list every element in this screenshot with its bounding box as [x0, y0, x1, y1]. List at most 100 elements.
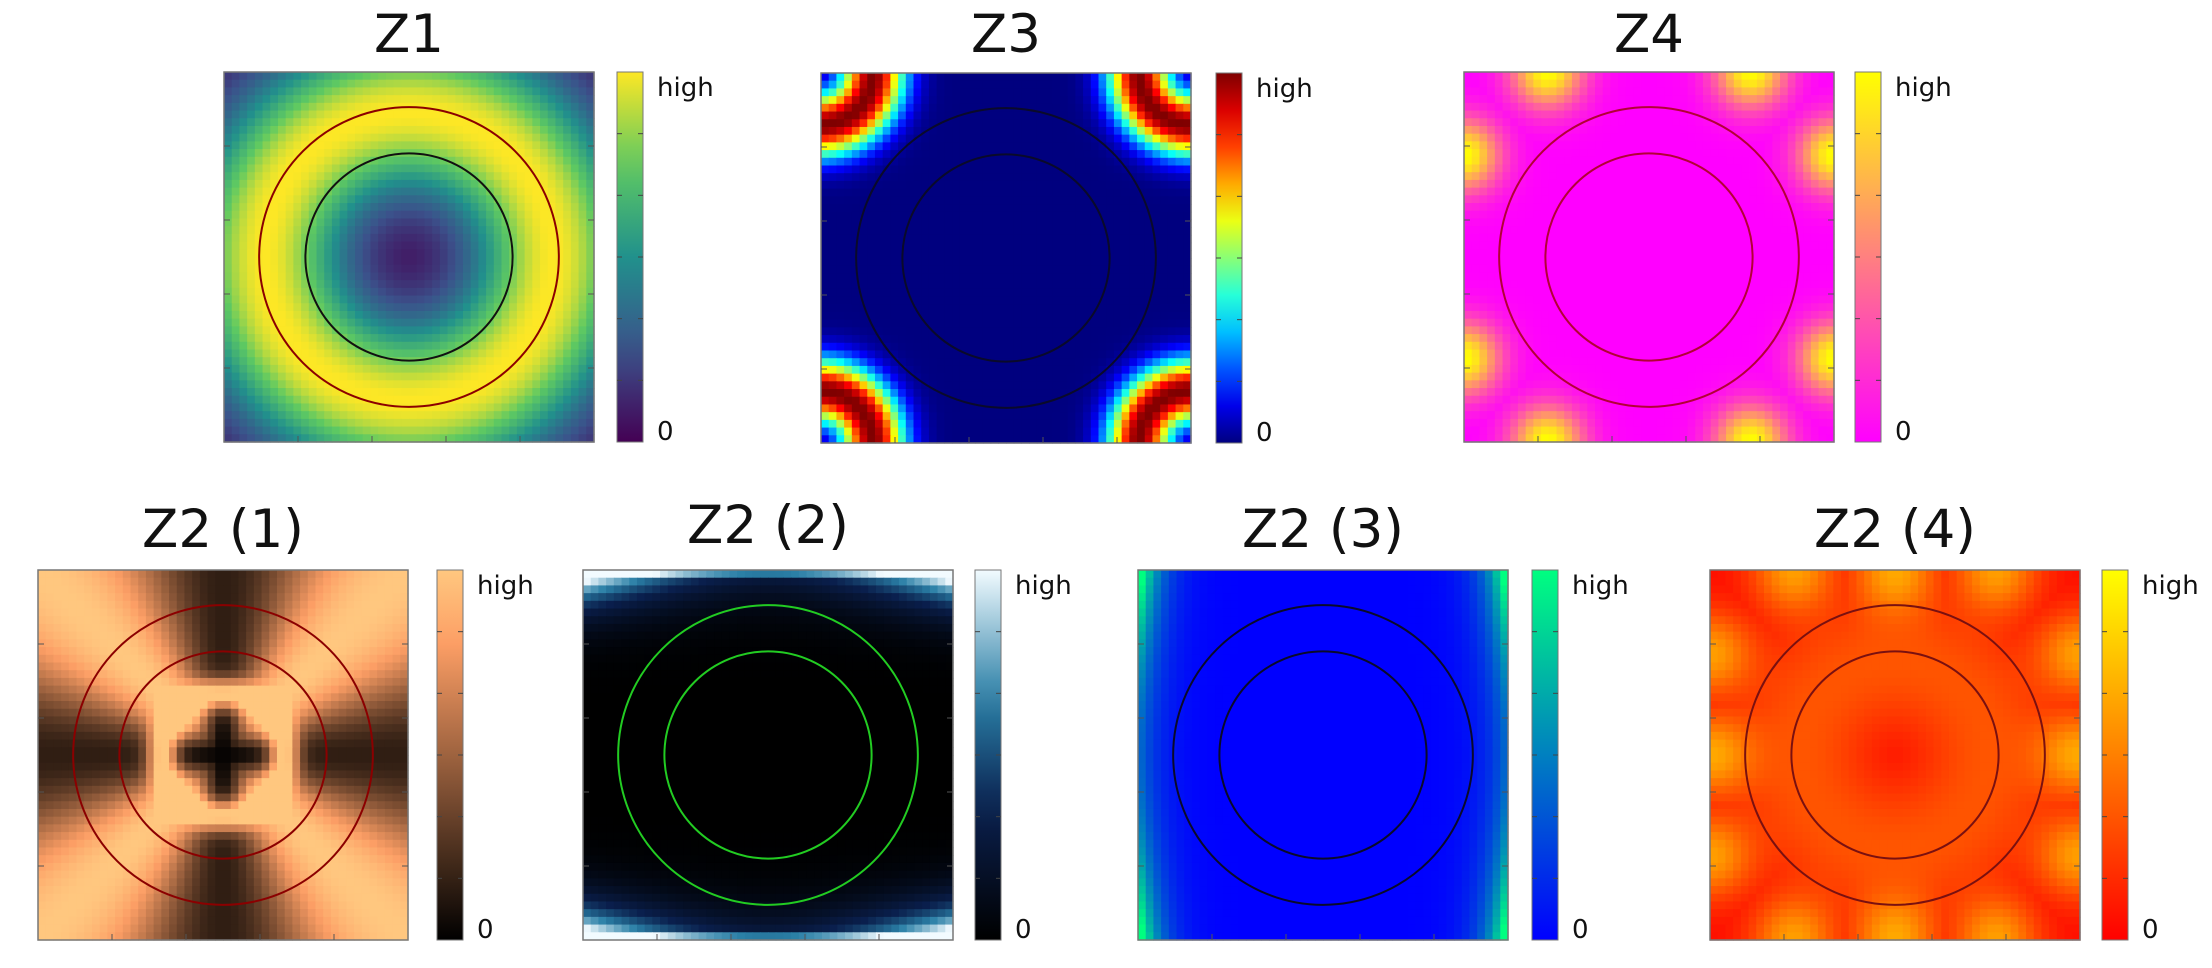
heatmap-cell	[270, 241, 279, 250]
heatmap-cell	[1090, 258, 1100, 267]
heatmap-cell	[1810, 102, 1820, 112]
heatmap-cell	[967, 358, 976, 367]
heatmap-cell	[1144, 219, 1154, 228]
heatmap-cell	[990, 327, 999, 336]
heatmap-cell	[998, 119, 1007, 128]
heatmap-cell	[1175, 288, 1184, 298]
heatmap-cell	[247, 241, 256, 250]
heatmap-cell	[247, 357, 256, 366]
heatmap-cell	[913, 219, 922, 228]
heatmap-cell	[990, 188, 999, 197]
heatmap-cell	[470, 149, 479, 158]
heatmap-cell	[1183, 327, 1192, 336]
heatmap-cell	[851, 88, 861, 97]
heatmap-cell	[1803, 110, 1812, 119]
heatmap-cell	[254, 226, 264, 235]
heatmap-cell	[967, 119, 976, 128]
heatmap-cell	[1113, 173, 1123, 182]
heatmap-cell	[1121, 412, 1130, 421]
heatmap-cell	[509, 203, 518, 212]
heatmap-cell	[586, 364, 595, 374]
heatmap-cell	[1106, 157, 1115, 167]
heatmap-cell	[501, 210, 510, 220]
heatmap-cell	[936, 180, 945, 190]
heatmap-cell	[486, 434, 495, 443]
heatmap-cell	[1106, 242, 1115, 251]
heatmap-cell	[836, 126, 845, 136]
heatmap-cell	[570, 418, 580, 428]
heatmap-cell	[355, 156, 364, 166]
heatmap-cell	[821, 219, 830, 228]
heatmap-cell	[1036, 288, 1046, 298]
heatmap-cell	[308, 218, 318, 227]
heatmap-cell	[975, 111, 984, 120]
heatmap-cell	[1113, 134, 1123, 143]
heatmap-cell	[239, 149, 248, 158]
heatmap-cell	[285, 156, 294, 166]
heatmap-cell	[1090, 319, 1100, 328]
heatmap-cell	[578, 210, 587, 220]
heatmap-cell	[1075, 404, 1084, 413]
heatmap-cell	[532, 364, 541, 374]
heatmap-cell	[231, 349, 241, 358]
heatmap-cell	[432, 218, 441, 227]
heatmap-cell	[1167, 258, 1177, 267]
heatmap-cell	[355, 141, 364, 150]
heatmap-cell	[416, 380, 426, 389]
heatmap-cell	[370, 195, 379, 204]
heatmap-cell	[867, 157, 876, 167]
heatmap-cell	[254, 364, 264, 374]
heatmap-cell	[555, 79, 564, 89]
heatmap-cell	[1556, 95, 1565, 104]
heatmap-cell	[385, 226, 395, 235]
heatmap-cell	[967, 335, 976, 344]
heatmap-cell	[1036, 73, 1046, 82]
heatmap-cell	[1067, 204, 1076, 213]
heatmap-cell	[1052, 327, 1061, 336]
heatmap-cell	[921, 404, 930, 413]
heatmap-cell	[1098, 211, 1107, 221]
heatmap-cell	[401, 210, 410, 220]
heatmap-cell	[524, 388, 533, 397]
heatmap-cell	[867, 227, 876, 236]
heatmap-cell	[1175, 311, 1184, 321]
heatmap-cell	[347, 149, 356, 158]
heatmap-cell	[547, 226, 557, 235]
heatmap-cell	[416, 95, 426, 104]
heatmap-cell	[1006, 319, 1015, 328]
heatmap-cell	[239, 241, 248, 250]
heatmap-cell	[821, 381, 830, 390]
heatmap-cell	[1618, 110, 1627, 119]
heatmap-cell	[821, 165, 830, 174]
heatmap-cell	[890, 173, 899, 182]
heatmap-cell	[959, 319, 969, 328]
heatmap-cell	[867, 404, 876, 413]
heatmap-cell	[1649, 110, 1658, 119]
heatmap-cell	[1787, 87, 1797, 96]
heatmap-cell	[524, 364, 533, 374]
heatmap-cell	[998, 180, 1007, 190]
heatmap-cell	[921, 427, 930, 436]
heatmap-cell	[331, 79, 341, 89]
heatmap-cell	[859, 281, 868, 290]
heatmap-cell	[247, 226, 256, 235]
heatmap-cell	[293, 179, 302, 189]
heatmap-cell	[1183, 435, 1192, 444]
heatmap-cell	[1036, 296, 1046, 305]
heatmap-cell	[1803, 79, 1812, 89]
heatmap-cell	[385, 388, 395, 397]
heatmap-cell	[316, 334, 325, 343]
heatmap-cell	[462, 87, 472, 96]
heatmap-cell	[921, 335, 930, 344]
heatmap-cell	[921, 435, 930, 444]
heatmap-cell	[1036, 342, 1046, 352]
heatmap-cell	[851, 142, 861, 151]
heatmap-cell	[547, 395, 557, 405]
heatmap-cell	[1167, 335, 1177, 344]
heatmap-cell	[493, 187, 503, 196]
heatmap-cell	[516, 280, 526, 289]
heatmap-cell	[416, 241, 426, 250]
heatmap-cell	[859, 96, 868, 105]
heatmap-cell	[378, 87, 387, 96]
heatmap-cell	[254, 372, 264, 381]
